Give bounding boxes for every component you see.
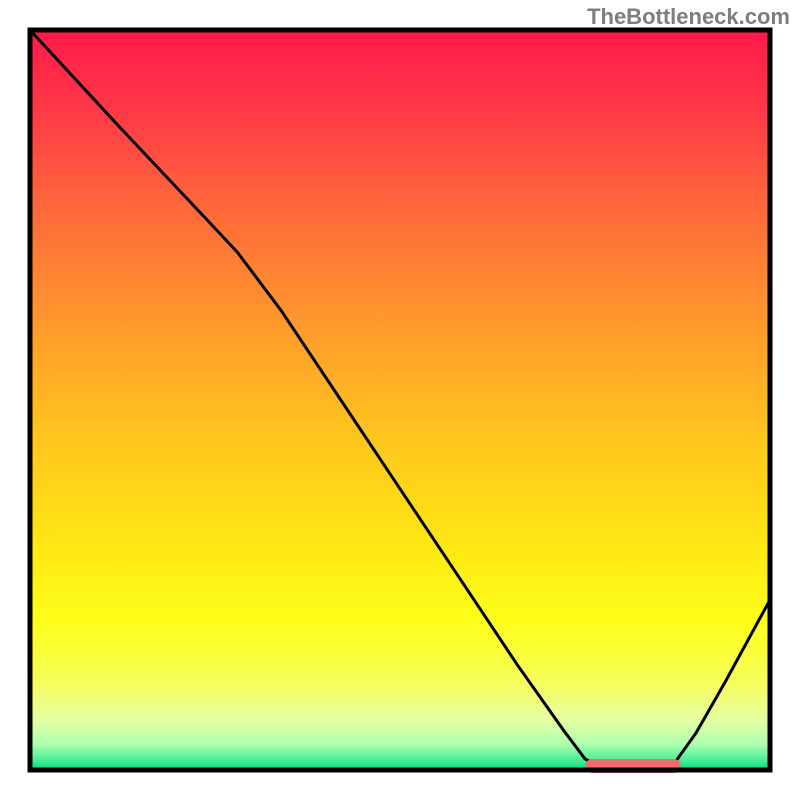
plot-background [30, 30, 770, 770]
chart-container: TheBottleneck.com [0, 0, 800, 800]
bottleneck-chart [0, 0, 800, 800]
attribution-text: TheBottleneck.com [587, 4, 790, 30]
